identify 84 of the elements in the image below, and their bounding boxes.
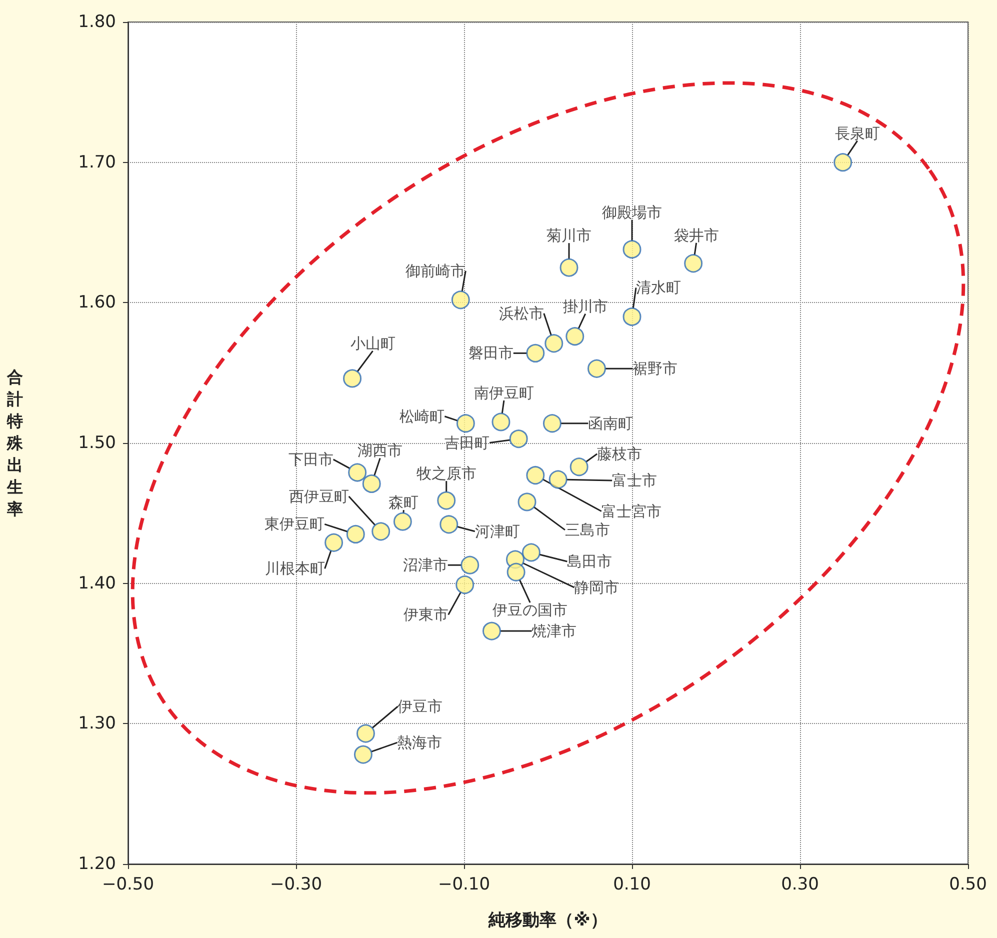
y-axis-title: 合計特殊出生率	[6, 368, 24, 518]
annotation: 熱海市	[397, 734, 442, 752]
annotation: 河津町	[474, 522, 520, 540]
annotation: 長泉町	[834, 124, 880, 142]
x-axis-title: 純移動率（※）	[488, 910, 608, 930]
annotation: 御前崎市	[406, 262, 466, 280]
y-tick-label: 1.80	[78, 12, 116, 32]
y-tick-label: 1.60	[78, 292, 116, 313]
annotation: 川根本町	[264, 560, 325, 578]
annotation: 富士宮市	[601, 502, 662, 520]
annotation: 伊豆の国市	[492, 601, 568, 620]
point	[343, 369, 362, 388]
point	[456, 414, 475, 433]
annotation: 吉田町	[444, 434, 490, 452]
y-tick-label: 1.20	[78, 854, 116, 874]
annotation: 菊川市	[546, 226, 592, 245]
annotation: 南伊豆町	[474, 384, 534, 402]
annotation: 清水町	[636, 278, 681, 297]
annotation: 伊東市	[403, 606, 448, 624]
annotation: 三島市	[565, 520, 610, 539]
annotation: 下田市	[288, 450, 334, 468]
point	[460, 556, 480, 574]
point	[372, 522, 390, 541]
point	[560, 258, 578, 277]
point	[346, 524, 365, 544]
point	[570, 458, 588, 476]
annotation: 袋井市	[674, 226, 719, 244]
annotation: 静岡市	[574, 578, 620, 596]
point	[587, 359, 606, 378]
annotation: 裾野市	[632, 360, 678, 378]
point	[622, 240, 642, 259]
annotation: 掛川市	[562, 297, 608, 316]
annotation: 伊豆市	[398, 697, 443, 716]
point	[548, 470, 568, 489]
annotation: 富士市	[612, 471, 658, 490]
annotation: 藤枝市	[597, 444, 642, 463]
annotation: 牧之原市	[416, 464, 476, 483]
point	[324, 533, 344, 552]
point	[354, 745, 372, 764]
annotation: 函南町	[588, 414, 634, 432]
annotation: 御殿場市	[602, 203, 662, 222]
point	[482, 622, 501, 640]
annotation: 小山町	[350, 334, 396, 352]
point	[437, 491, 456, 510]
point	[684, 254, 703, 273]
y-tick-label: 1.70	[78, 152, 116, 172]
point	[522, 543, 540, 562]
x-tick-label: 0.50	[949, 874, 987, 894]
point	[440, 515, 458, 534]
point	[509, 430, 528, 448]
point	[526, 344, 545, 362]
point	[492, 412, 510, 432]
annotation: 島田市	[567, 552, 612, 570]
point	[348, 463, 367, 482]
y-tick-label: 1.30	[78, 714, 116, 734]
point	[456, 575, 474, 594]
point	[518, 492, 536, 512]
annotation: 湖西市	[358, 442, 403, 460]
point	[393, 512, 412, 531]
point	[566, 327, 584, 346]
annotation: 松崎町	[400, 407, 445, 426]
annotation: 焼津市	[532, 622, 577, 640]
point	[451, 290, 470, 310]
point	[526, 466, 545, 485]
x-tick-label: −0.10	[438, 874, 490, 894]
annotation: 西伊豆町	[288, 487, 349, 506]
annotation: 浜松市	[498, 304, 544, 322]
point	[834, 153, 852, 172]
point	[362, 474, 381, 493]
point	[542, 414, 562, 433]
x-tick-label: 0.30	[781, 874, 819, 894]
annotation: 磐田市	[468, 344, 514, 362]
annotation: 沼津市	[402, 556, 448, 574]
annotation: 東伊豆町	[264, 515, 325, 534]
point	[356, 724, 375, 743]
x-tick-label: −0.50	[102, 874, 154, 894]
y-tick-label: 1.50	[78, 433, 116, 453]
point	[506, 562, 526, 582]
point	[544, 334, 564, 353]
x-tick-label: 0.10	[613, 874, 651, 894]
x-tick-label: −0.30	[270, 874, 322, 894]
y-tick-label: 1.40	[78, 573, 116, 594]
annotation: 森町	[388, 494, 419, 512]
point	[622, 307, 642, 326]
